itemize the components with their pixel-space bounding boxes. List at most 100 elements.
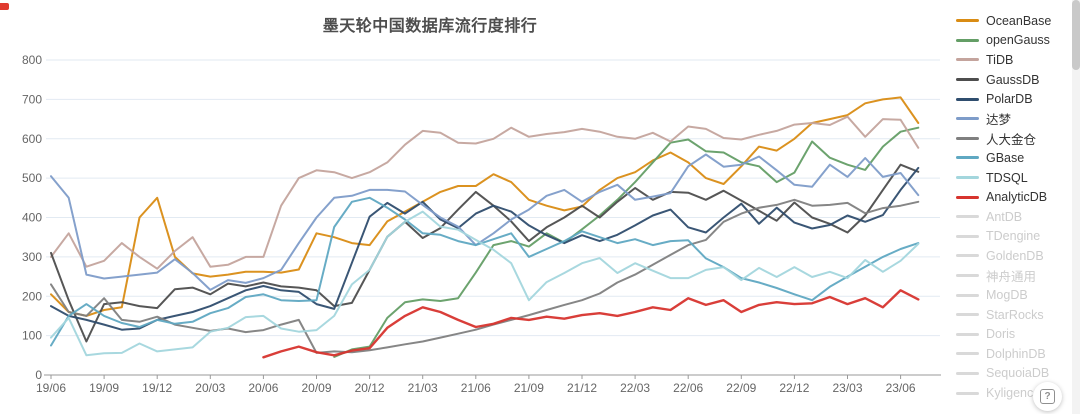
legend-label: 神舟通用 bbox=[986, 270, 1037, 285]
legend-item-Kyligence[interactable]: Kyligence bbox=[956, 383, 1074, 403]
series-line-PolarDB bbox=[50, 166, 920, 331]
x-axis-label-22/06: 22/06 bbox=[673, 381, 703, 395]
y-axis-label-100: 100 bbox=[22, 329, 42, 343]
legend-label: SequoiaDB bbox=[986, 366, 1050, 381]
x-axis-label-21/03: 21/03 bbox=[408, 381, 438, 395]
y-axis-label-300: 300 bbox=[22, 250, 42, 264]
legend-line-swatch bbox=[956, 156, 979, 160]
legend-label: AntDB bbox=[986, 209, 1023, 224]
legend-line-swatch bbox=[956, 293, 979, 297]
series-line-OceanBase bbox=[50, 96, 920, 317]
legend-line-swatch bbox=[956, 58, 979, 62]
legend-item-神舟通用[interactable]: 神舟通用 bbox=[956, 266, 1074, 286]
y-axis-label-400: 400 bbox=[22, 211, 42, 225]
question-mark-icon: ? bbox=[1040, 389, 1055, 404]
legend-line-swatch bbox=[956, 176, 979, 180]
legend-line-swatch bbox=[956, 254, 979, 258]
legend-label: TDSQL bbox=[986, 170, 1028, 185]
x-axis-label-23/06: 23/06 bbox=[886, 381, 916, 395]
legend-item-达梦[interactable]: 达梦 bbox=[956, 109, 1074, 129]
legend-line-swatch bbox=[956, 313, 979, 317]
legend-label: Doris bbox=[986, 327, 1016, 342]
legend-item-DolphinDB[interactable]: DolphinDB bbox=[956, 344, 1074, 364]
y-axis-label-800: 800 bbox=[22, 53, 42, 67]
corner-red-mark bbox=[0, 3, 9, 10]
legend-line-swatch bbox=[956, 274, 979, 278]
series-line-openGauss bbox=[333, 126, 920, 358]
x-axis-label-20/06: 20/06 bbox=[248, 381, 278, 395]
legend-item-TDSQL[interactable]: TDSQL bbox=[956, 168, 1074, 188]
x-axis-label-21/06: 21/06 bbox=[461, 381, 491, 395]
legend-item-SequoiaDB[interactable]: SequoiaDB bbox=[956, 364, 1074, 384]
x-axis-label-20/12: 20/12 bbox=[355, 381, 385, 395]
legend-label: GoldenDB bbox=[986, 248, 1044, 263]
line-chart-plot[interactable]: 0 100 200 300 400 500 600 700 800 19/06 19/09 19/12… bbox=[0, 0, 950, 414]
legend-line-swatch bbox=[956, 195, 979, 199]
help-button[interactable]: ? bbox=[1033, 382, 1062, 411]
legend-item-TiDB[interactable]: TiDB bbox=[956, 50, 1074, 70]
legend-item-StarRocks[interactable]: StarRocks bbox=[956, 305, 1074, 325]
legend-item-Doris[interactable]: Doris bbox=[956, 325, 1074, 345]
legend-item-GoldenDB[interactable]: GoldenDB bbox=[956, 246, 1074, 266]
legend-line-swatch bbox=[956, 19, 979, 23]
x-axis-label-23/03: 23/03 bbox=[832, 381, 862, 395]
vertical-scrollbar-track[interactable] bbox=[1072, 0, 1080, 414]
legend-item-MogDB[interactable]: MogDB bbox=[956, 285, 1074, 305]
legend-line-swatch bbox=[956, 352, 979, 356]
y-axis-label-600: 600 bbox=[22, 132, 42, 146]
x-axis-label-19/12: 19/12 bbox=[142, 381, 172, 395]
series-line-人大金仓 bbox=[50, 198, 920, 354]
legend-line-swatch bbox=[956, 136, 979, 140]
x-axis-label-22/09: 22/09 bbox=[726, 381, 756, 395]
legend-item-AnalyticDB[interactable]: AnalyticDB bbox=[956, 187, 1074, 207]
x-axis-label-22/03: 22/03 bbox=[620, 381, 650, 395]
legend-item-PolarDB[interactable]: PolarDB bbox=[956, 89, 1074, 109]
legend-line-swatch bbox=[956, 215, 979, 219]
vertical-scrollbar-thumb[interactable] bbox=[1072, 0, 1080, 70]
x-axis-label-21/09: 21/09 bbox=[514, 381, 544, 395]
legend-label: StarRocks bbox=[986, 307, 1044, 322]
legend-label: Kyligence bbox=[986, 386, 1041, 401]
series-line-AnalyticDB bbox=[262, 289, 920, 359]
legend-item-GaussDB[interactable]: GaussDB bbox=[956, 70, 1074, 90]
legend-label: MogDB bbox=[986, 288, 1028, 303]
legend-label: 人大金仓 bbox=[986, 132, 1037, 147]
y-axis-label-200: 200 bbox=[22, 289, 42, 303]
legend-item-TDengine[interactable]: TDengine bbox=[956, 227, 1074, 247]
x-axis-label-20/03: 20/03 bbox=[195, 381, 225, 395]
chart-legend: OceanBase openGauss TiDB GaussDB PolarDB 达梦人大… bbox=[956, 11, 1074, 403]
legend-item-openGauss[interactable]: openGauss bbox=[956, 31, 1074, 51]
legend-item-GBase[interactable]: GBase bbox=[956, 148, 1074, 168]
legend-label: AnalyticDB bbox=[986, 190, 1048, 205]
y-axis-label-500: 500 bbox=[22, 171, 42, 185]
x-axis-label-22/12: 22/12 bbox=[779, 381, 809, 395]
x-axis-label-20/09: 20/09 bbox=[301, 381, 331, 395]
legend-label: DolphinDB bbox=[986, 346, 1046, 361]
legend-label: TiDB bbox=[986, 52, 1014, 67]
legend-label: PolarDB bbox=[986, 92, 1033, 107]
legend-line-swatch bbox=[956, 38, 979, 42]
legend-line-swatch bbox=[956, 78, 979, 82]
legend-item-人大金仓[interactable]: 人大金仓 bbox=[956, 129, 1074, 149]
x-axis-label-21/12: 21/12 bbox=[567, 381, 597, 395]
legend-item-AntDB[interactable]: AntDB bbox=[956, 207, 1074, 227]
legend-line-swatch bbox=[956, 371, 979, 375]
series-line-TDSQL bbox=[50, 210, 920, 357]
legend-label: GBase bbox=[986, 150, 1025, 165]
x-axis-label-19/09: 19/09 bbox=[89, 381, 119, 395]
legend-line-swatch bbox=[956, 234, 979, 238]
legend-line-swatch bbox=[956, 97, 979, 101]
legend-label: TDengine bbox=[986, 229, 1041, 244]
legend-line-swatch bbox=[956, 117, 979, 121]
legend-item-OceanBase[interactable]: OceanBase bbox=[956, 11, 1074, 31]
y-axis-label-700: 700 bbox=[22, 92, 42, 106]
y-axis-label-0: 0 bbox=[35, 368, 42, 382]
legend-line-swatch bbox=[956, 332, 979, 336]
series-line-达梦 bbox=[50, 153, 920, 291]
legend-label: OceanBase bbox=[986, 13, 1052, 28]
legend-label: openGauss bbox=[986, 33, 1050, 48]
x-axis-label-19/06: 19/06 bbox=[36, 381, 66, 395]
chart-title: 墨天轮中国数据库流行度排行 bbox=[322, 18, 538, 35]
series-line-TiDB bbox=[50, 115, 920, 270]
